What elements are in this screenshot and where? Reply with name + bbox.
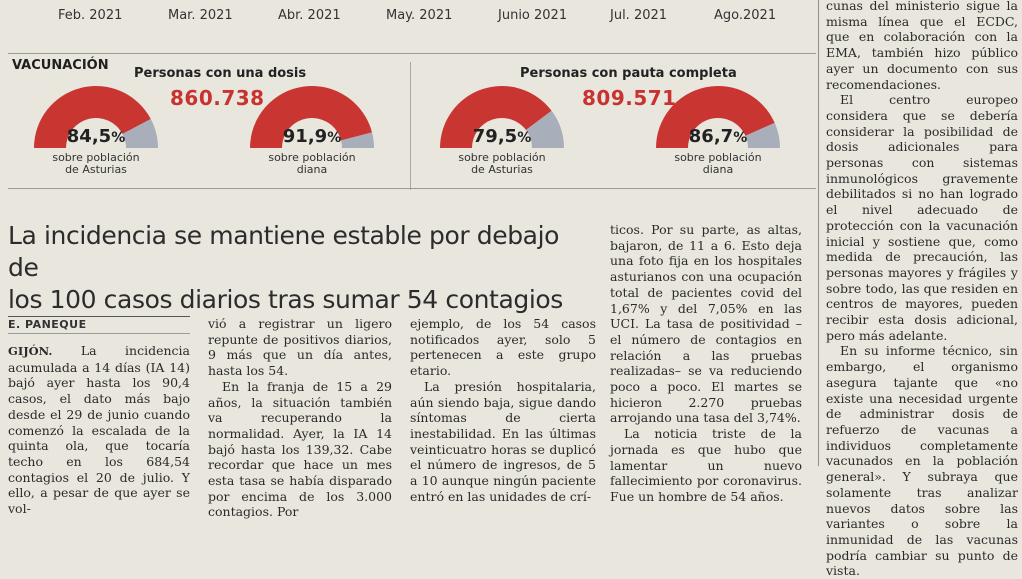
gauge-remaining-arc [525, 110, 564, 148]
paragraph: vió a registrar un ligero repunte de pos… [208, 316, 392, 379]
gauge-remaining-arc [122, 118, 158, 148]
divider [8, 188, 816, 189]
byline: E. PANEQUE [8, 318, 87, 331]
byline-rule [8, 316, 190, 317]
month-label: Feb. 2021 [58, 8, 123, 23]
gauge-filled-arc [34, 85, 151, 148]
gauge-one-dose-asturias [34, 85, 158, 148]
paragraph: ticos. Por su parte, as altas, bajaron, … [610, 222, 802, 426]
gauge-filled-arc [440, 85, 552, 148]
gauge-filled-arc [656, 86, 775, 148]
infographic-divider [410, 62, 411, 190]
dateline: GIJÓN. [8, 344, 53, 358]
paragraph: La presión hospitalaria, aún siendo baja… [410, 378, 596, 504]
paragraph: cunas del ministerio sigue la misma líne… [826, 0, 1018, 92]
month-label: Ago.2021 [714, 8, 777, 23]
gauge-remaining-arc [341, 132, 374, 148]
gauge-one-dose-target [250, 85, 374, 148]
gauge-caption: sobre población de Asturias [458, 151, 546, 176]
article-column-1: GIJÓN. La incidencia acumulada a 14 días… [8, 343, 190, 517]
paragraph: El centro europeo considera que se deber… [826, 92, 1018, 343]
paragraph: La noticia triste de la jornada es que h… [610, 426, 802, 504]
month-label: Abr. 2021 [278, 8, 341, 23]
gauge-value: 91,9% [282, 126, 342, 147]
column-divider [818, 0, 819, 466]
gauge-remaining-arc [745, 122, 780, 148]
paragraph: En su informe técnico, sin embargo, el o… [826, 343, 1018, 579]
article-column-2: vió a registrar un ligero repunte de pos… [208, 316, 392, 520]
side-column: cunas del ministerio sigue la misma líne… [826, 0, 1018, 579]
gauge-filled-arc [250, 85, 373, 148]
article-headline: La incidencia se mantiene estable por de… [8, 221, 563, 314]
gauge-value: 84,5% [66, 126, 126, 147]
divider [8, 53, 816, 54]
gauge-value: 79,5% [472, 126, 532, 147]
paragraph: En la franja de 15 a 29 años, la situaci… [208, 378, 392, 520]
paragraph: La incidencia acumulada a 14 días (IA 14… [8, 343, 190, 517]
month-label: Jul. 2021 [610, 8, 668, 23]
section-label: VACUNACIÓN [12, 58, 109, 73]
byline-rule [8, 333, 190, 334]
month-label: Mar. 2021 [168, 8, 233, 23]
paragraph: ejemplo, de los 54 casos notificados aye… [410, 316, 596, 379]
one-dose-title: Personas con una dosis [134, 66, 307, 81]
gauge-full-asturias [440, 85, 564, 148]
gauge-caption: sobre población diana [268, 151, 356, 176]
gauge-value: 86,7% [688, 126, 748, 147]
one-dose-total: 860.738 [170, 86, 265, 110]
gauge-caption: sobre población de Asturias [52, 151, 140, 176]
gauge-full-target [656, 86, 780, 148]
gauge-caption: sobre población diana [674, 151, 762, 176]
article-column-4: ticos. Por su parte, as altas, bajaron, … [610, 222, 802, 505]
article-column-3: ejemplo, de los 54 casos notificados aye… [410, 316, 596, 504]
month-label: May. 2021 [386, 8, 453, 23]
full-dose-total: 809.571 [582, 86, 677, 110]
full-dose-title: Personas con pauta completa [520, 66, 737, 81]
month-label: Junio 2021 [498, 8, 568, 23]
